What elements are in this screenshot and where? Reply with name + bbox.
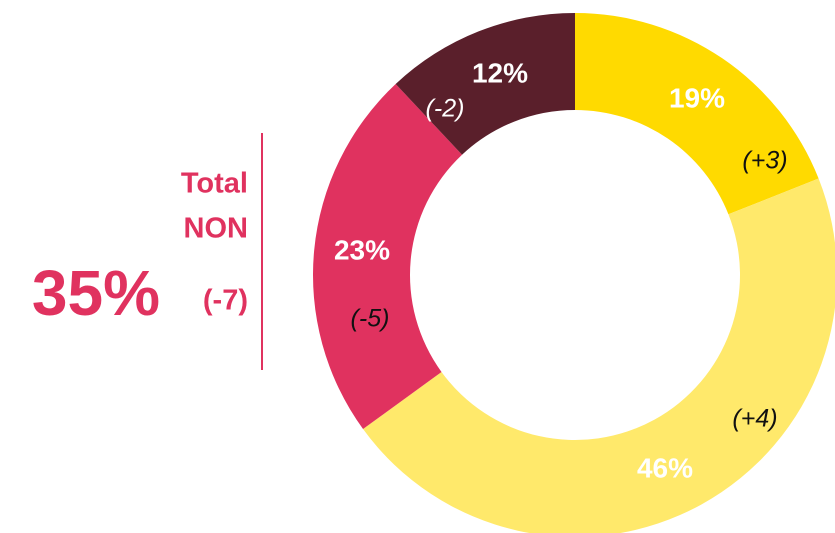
annotation-line: NON (184, 213, 248, 245)
annotation-line: Total (181, 168, 248, 200)
annotation-change: (-7) (203, 285, 248, 317)
donut-segment (395, 13, 575, 155)
donut-segment (363, 178, 835, 533)
value-label: 23% (334, 234, 390, 265)
value-label: 12% (472, 57, 528, 88)
change-label: (+3) (742, 147, 787, 175)
change-label: (-2) (426, 95, 465, 123)
annotation-value: 35% (32, 257, 160, 329)
donut-segment (575, 13, 819, 215)
value-label: 19% (669, 82, 725, 113)
change-label: (-5) (351, 305, 390, 333)
donut-segment (312, 84, 463, 429)
value-label: 46% (637, 452, 693, 483)
change-label: (+4) (732, 405, 777, 433)
